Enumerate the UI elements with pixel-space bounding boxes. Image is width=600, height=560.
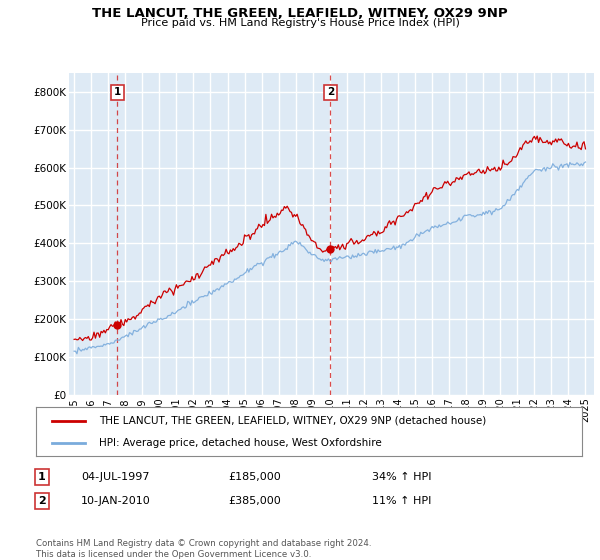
Text: 04-JUL-1997: 04-JUL-1997 bbox=[81, 472, 149, 482]
Text: HPI: Average price, detached house, West Oxfordshire: HPI: Average price, detached house, West… bbox=[99, 437, 382, 447]
Text: 10-JAN-2010: 10-JAN-2010 bbox=[81, 496, 151, 506]
Text: 2: 2 bbox=[38, 496, 46, 506]
Text: 34% ↑ HPI: 34% ↑ HPI bbox=[372, 472, 431, 482]
Text: £385,000: £385,000 bbox=[228, 496, 281, 506]
Text: £185,000: £185,000 bbox=[228, 472, 281, 482]
Text: Contains HM Land Registry data © Crown copyright and database right 2024.
This d: Contains HM Land Registry data © Crown c… bbox=[36, 539, 371, 559]
Text: 1: 1 bbox=[114, 87, 121, 97]
Text: 11% ↑ HPI: 11% ↑ HPI bbox=[372, 496, 431, 506]
Text: THE LANCUT, THE GREEN, LEAFIELD, WITNEY, OX29 9NP (detached house): THE LANCUT, THE GREEN, LEAFIELD, WITNEY,… bbox=[99, 416, 486, 426]
Text: 1: 1 bbox=[38, 472, 46, 482]
Text: 2: 2 bbox=[326, 87, 334, 97]
Text: THE LANCUT, THE GREEN, LEAFIELD, WITNEY, OX29 9NP: THE LANCUT, THE GREEN, LEAFIELD, WITNEY,… bbox=[92, 7, 508, 20]
Text: Price paid vs. HM Land Registry's House Price Index (HPI): Price paid vs. HM Land Registry's House … bbox=[140, 18, 460, 28]
